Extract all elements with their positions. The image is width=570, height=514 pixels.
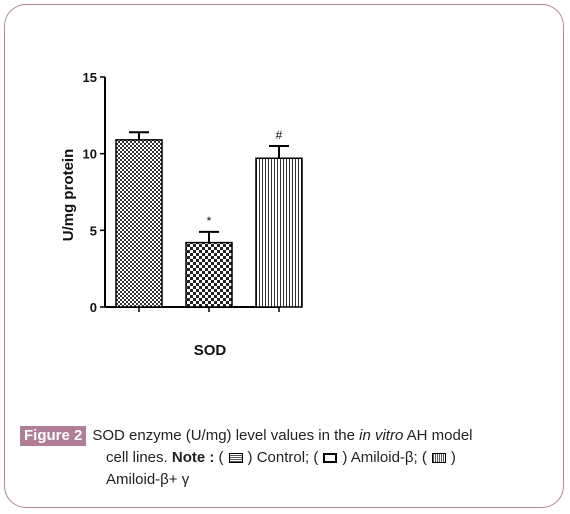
y-axis-label: U/mg protein [60, 149, 77, 242]
amyloid-swatch-icon [323, 453, 338, 464]
figure-caption: Figure 2 SOD enzyme (U/mg) level values i… [20, 425, 555, 491]
y-tick-label: 10 [83, 147, 97, 162]
caption-line-2: cell lines. Note : ( ) Control; ( ) Amiloi… [20, 447, 555, 469]
legend-amyloid: ) Amiloid-β; ( [342, 449, 427, 466]
chart-axes: 0 5 10 15 [83, 70, 280, 315]
amyloid-gamma-swatch-icon [431, 453, 446, 464]
figure-label: Figure 2 [20, 426, 87, 446]
bar [255, 157, 303, 308]
caption-line2-prefix: cell lines. [106, 449, 172, 466]
legend-control: ) Control; ( [247, 449, 319, 466]
caption-text-2: AH model [403, 427, 473, 444]
caption-line-3: Amiloid-β+ γ [106, 471, 190, 488]
y-tick-label: 0 [90, 300, 97, 315]
significance-label: * [207, 214, 212, 228]
significance-label: # [276, 128, 283, 142]
control-swatch-icon [228, 453, 243, 464]
chart-bars: *# [115, 128, 303, 308]
x-axis-label: SOD [194, 342, 227, 359]
note-label: Note : [171, 449, 215, 466]
bar [185, 241, 233, 308]
bar [115, 139, 163, 308]
y-tick-label: 15 [83, 70, 97, 85]
caption-text-1: SOD enzyme (U/mg) level values in the [92, 427, 360, 444]
legend-combo: ) [450, 449, 456, 466]
y-tick-label: 5 [90, 223, 97, 238]
caption-italic: in vitro [359, 427, 404, 444]
legend-open-paren: ( [218, 449, 224, 466]
